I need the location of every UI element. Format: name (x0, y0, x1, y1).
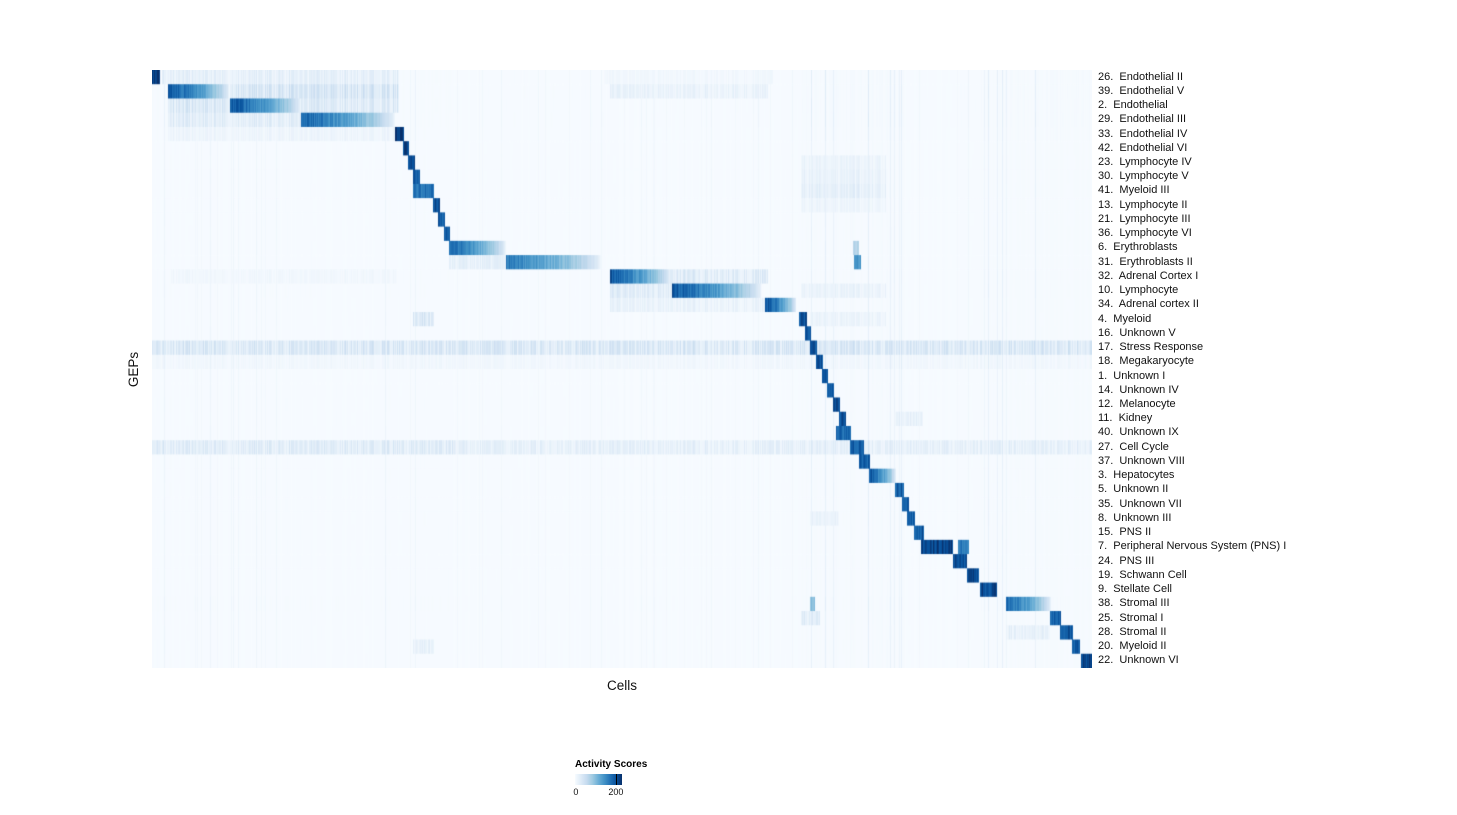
colorbar-tick-mark-200 (615, 774, 617, 785)
gep-row-labels: 26. Endothelial II 39. Endothelial V 2. En… (1098, 70, 1286, 668)
gep-row-label: 42. Endothelial VI (1098, 141, 1188, 154)
gep-row-label: 2. Endothelial (1098, 99, 1168, 112)
heatmap-canvas (152, 70, 1092, 668)
gep-row-label: 30. Lymphocyte V (1098, 170, 1189, 183)
gep-row-label: 39. Endothelial V (1098, 84, 1185, 97)
gep-row-label: 7. Peripheral Nervous System (PNS) I (1098, 540, 1287, 553)
gep-row-label: 5. Unknown II (1098, 483, 1169, 496)
gep-row-label: 34. Adrenal cortex II (1098, 298, 1199, 311)
gep-row-label: 33. Endothelial IV (1098, 127, 1188, 140)
gep-row-label: 9. Stellate Cell (1098, 583, 1172, 596)
gep-row-label: 14. Unknown IV (1098, 383, 1179, 396)
gep-row-label: 6. Erythroblasts (1098, 241, 1178, 254)
gep-row-label: 16. Unknown V (1098, 326, 1176, 339)
gep-row-label: 38. Stromal III (1098, 597, 1170, 610)
gep-row-label: 17. Stress Response (1098, 341, 1204, 354)
gep-row-label: 27. Cell Cycle (1098, 440, 1169, 453)
gep-row-label: 24. PNS III (1098, 554, 1155, 567)
colorbar-gradient (575, 774, 622, 785)
gep-row-label: 4. Myeloid (1098, 312, 1152, 325)
gep-row-label: 25. Stromal I (1098, 611, 1164, 624)
gep-row-label: 29. Endothelial III (1098, 113, 1187, 126)
gep-row-label: 37. Unknown VIII (1098, 454, 1185, 467)
gep-row-label: 11. Kidney (1098, 412, 1153, 425)
gep-row-label: 19. Schwann Cell (1098, 568, 1187, 581)
gep-row-label: 23. Lymphocyte IV (1098, 156, 1192, 169)
activity-scores-legend: Activity Scores 0 200 (573, 759, 648, 799)
gep-row-label: 13. Lymphocyte II (1098, 198, 1188, 211)
legend-title: Activity Scores (575, 759, 648, 770)
heatmap-plot (152, 70, 1092, 668)
gep-row-label: 22. Unknown VI (1098, 654, 1179, 667)
gep-row-label: 12. Melanocyte (1098, 398, 1176, 410)
gep-row-label: 32. Adrenal Cortex I (1098, 269, 1199, 282)
gep-row-label: 1. Unknown I (1098, 369, 1166, 382)
gep-row-label: 10. Lymphocyte (1098, 284, 1179, 297)
gep-row-label: 35. Unknown VII (1098, 497, 1182, 510)
gep-row-label: 26. Endothelial II (1098, 70, 1184, 83)
gep-row-label: 31. Erythroblasts II (1098, 255, 1193, 268)
gep-row-label: 28. Stromal II (1098, 625, 1167, 638)
gep-row-label: 18. Megakaryocyte (1098, 355, 1194, 368)
gep-row-label: 36. Lymphocyte VI (1098, 227, 1192, 240)
colorbar-tick-200: 200 (608, 787, 624, 797)
gep-row-label: 20. Myeloid II (1098, 639, 1167, 652)
colorbar-tick-labels: 0 200 (573, 787, 624, 799)
gep-row-label: 41. Myeloid III (1098, 184, 1170, 197)
gep-row-label: 8. Unknown III (1098, 511, 1172, 524)
gep-row-label: 3. Hepatocytes (1098, 469, 1175, 482)
colorbar-tick-0: 0 (573, 787, 579, 797)
gep-row-label: 40. Unknown IX (1098, 426, 1179, 439)
x-axis-label: Cells (606, 678, 637, 693)
y-axis-label: GEPs (126, 351, 142, 388)
gep-row-label: 15. PNS II (1098, 526, 1152, 539)
gep-row-label: 21. Lymphocyte III (1098, 212, 1191, 225)
